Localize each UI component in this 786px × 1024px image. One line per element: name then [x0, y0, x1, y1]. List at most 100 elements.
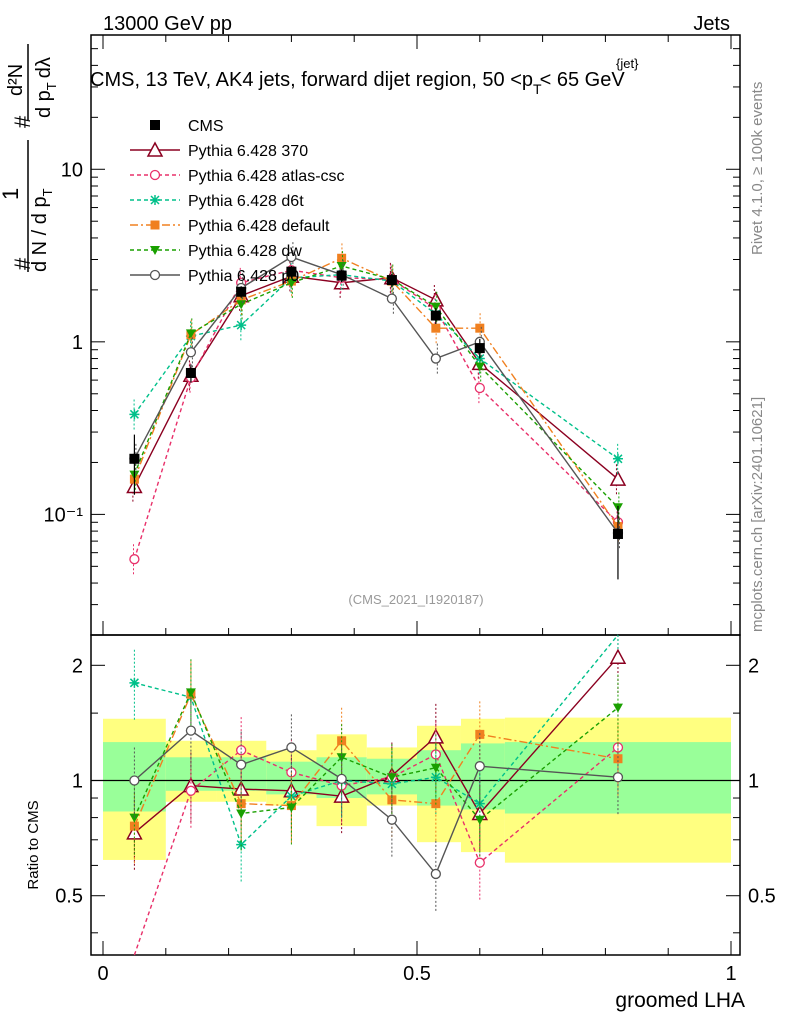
legend-marker [150, 246, 160, 255]
series-line [133, 256, 619, 534]
ratio-marker [386, 773, 397, 783]
series-marker [430, 302, 441, 312]
ratio-marker [185, 785, 197, 796]
legend-item: CMS [150, 118, 224, 135]
legend-label: Pythia 6.428 dw [188, 243, 302, 260]
legend-label: Pythia 6.428 d6t [188, 193, 304, 210]
series-marker [129, 409, 140, 420]
title-tail: < 65 GeV [540, 69, 626, 91]
series-marker [185, 347, 197, 358]
series-marker [430, 353, 441, 364]
series-marker [236, 295, 246, 305]
y-axis-label-bottom: Ratio to CMS [25, 800, 42, 889]
ratio-marker [612, 772, 624, 783]
series-marker [475, 323, 485, 333]
legend-item: Pythia 6.428 370 [130, 141, 308, 160]
chart-title: CMS, 13 TeV, AK4 jets, forward dijet reg… [90, 69, 625, 97]
series-marker [612, 453, 623, 464]
ratio-tick-label-right: 2 [748, 655, 759, 677]
ratio-marker [129, 677, 140, 688]
legend-label: Pythia 6.428 atlas-csc [188, 168, 345, 185]
series-marker [474, 362, 485, 372]
series-line [133, 257, 619, 527]
cms-point [336, 270, 347, 281]
ylabel-frac-num: d²N [5, 64, 27, 96]
ratio-marker [612, 703, 623, 713]
ratio-marker [129, 813, 140, 823]
series-line [133, 273, 619, 460]
ratio-marker [286, 803, 297, 813]
series-marker [386, 293, 398, 304]
legend-label: Pythia 6.428 p0 [188, 268, 299, 285]
ratio-marker [386, 814, 398, 825]
series-marker [609, 470, 627, 486]
legend-label: Pythia 6.428 default [188, 218, 330, 235]
legend-marker [150, 120, 160, 130]
series-marker [236, 320, 247, 331]
ratio-marker [129, 775, 140, 786]
cms-point [236, 286, 247, 297]
ratio-marker [336, 753, 347, 763]
analysis-watermark: (CMS_2021_I1920187) [348, 592, 483, 607]
ratio-marker [430, 763, 441, 773]
y-tick-label-top: 10⁻¹ [44, 504, 84, 526]
ratio-marker [474, 857, 485, 868]
ratio-marker [286, 742, 297, 753]
x-axis-label: groomed LHA [615, 989, 745, 1012]
series-line [133, 275, 619, 487]
y-tick-label-top: 10 [61, 159, 83, 181]
series-marker [337, 253, 347, 263]
ratio-panel-frame [90, 634, 741, 956]
cms-point [474, 343, 485, 354]
cms-point [612, 528, 623, 539]
cms-point [386, 275, 397, 286]
title-sub: T [533, 81, 542, 97]
series-marker [185, 329, 196, 339]
ratio-marker [236, 745, 247, 756]
ratio-marker [236, 759, 247, 770]
cms-point [430, 310, 441, 321]
x-tick-label: 0.5 [403, 963, 431, 985]
ratio-marker [336, 773, 347, 785]
cms-data [129, 266, 623, 580]
legend-label: Pythia 6.428 370 [188, 143, 308, 160]
series-marker [431, 323, 441, 333]
ratio-marker [474, 815, 485, 825]
legend-item: Pythia 6.428 p0 [130, 268, 299, 285]
ratio-tick-label-right: 0.5 [748, 886, 776, 908]
ratio-marker [474, 761, 485, 772]
cms-point [286, 266, 297, 277]
x-tick-label: 1 [725, 963, 736, 985]
y-tick-label-top: 1 [72, 332, 83, 354]
ratio-marker [609, 648, 627, 664]
rivet-label: Rivet 4.1.0, ≥ 100k events [749, 82, 766, 255]
ylabel-one: 1 [0, 188, 23, 200]
ratio-marker [185, 688, 196, 698]
legend-item: Pythia 6.428 default [130, 218, 330, 235]
series-line [133, 269, 619, 560]
series-marker [236, 300, 247, 310]
header-left: 13000 GeV pp [103, 13, 232, 35]
legend-item: Pythia 6.428 d6t [130, 193, 304, 210]
series-line [133, 265, 619, 508]
ratio-marker [236, 799, 246, 809]
ratio-marker [430, 772, 441, 783]
series-marker [286, 278, 297, 288]
ratio-tick-label: 0.5 [55, 886, 83, 908]
axis-ticks: 0 0.5 1 10⁻¹ 1 10 0.5 0.5 1 1 2 2 [44, 35, 776, 985]
y-axis-label-top: # 1 d N / d pT # d²N d pTdλ [0, 44, 59, 272]
ratio-tick-label: 2 [72, 655, 83, 677]
band-green-bin [460, 743, 505, 810]
legend-item: Pythia 6.428 atlas-csc [130, 168, 345, 185]
ratio-tick-label: 1 [72, 771, 83, 793]
ratio-marker [613, 754, 623, 764]
series-marker [286, 251, 297, 263]
cms-point [185, 367, 196, 378]
legend-marker [149, 269, 161, 281]
cms-point [129, 453, 140, 464]
series-marker [474, 382, 485, 394]
series-layer [126, 242, 627, 956]
legend-item: Pythia 6.428 dw [130, 243, 302, 260]
mcplots-label: mcplots.cern.ch [arXiv:2401.10621] [749, 397, 766, 632]
